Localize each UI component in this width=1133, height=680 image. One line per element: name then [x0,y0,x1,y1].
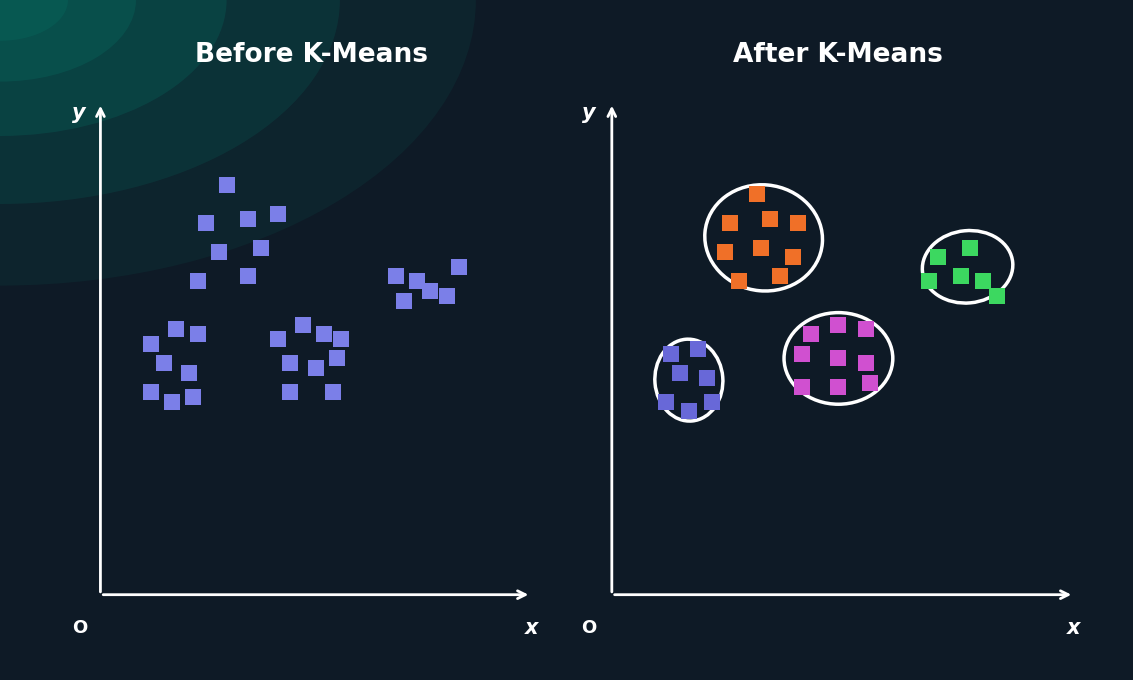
Point [657,396,675,407]
Point [793,382,811,393]
Point [716,247,734,258]
Point [961,242,979,253]
Point [218,180,236,190]
Point [281,358,299,369]
Point [671,367,689,378]
Text: O: O [71,619,87,637]
Point [437,290,455,301]
Point [770,271,789,282]
Point [163,396,181,407]
Point [239,213,257,224]
Point [857,358,875,369]
Point [752,242,770,253]
Point [721,218,739,229]
Text: O: O [581,619,597,637]
Point [281,387,299,398]
Circle shape [0,0,136,82]
Point [748,189,766,200]
Text: x: x [525,618,538,639]
Point [829,382,847,393]
Point [197,218,215,229]
Point [829,319,847,330]
Point [269,208,287,219]
Point [269,334,287,345]
Point [988,290,1006,301]
Point [239,271,257,282]
Circle shape [0,0,340,204]
Point [155,358,173,369]
Text: y: y [73,103,86,122]
Point [188,329,206,340]
Point [395,295,414,306]
Point [450,261,468,272]
Point [793,348,811,359]
Point [802,329,820,340]
Point [761,213,780,224]
Point [784,252,802,262]
Text: Before K-Means: Before K-Means [195,41,428,67]
Circle shape [0,0,476,286]
Point [307,362,325,373]
Point [829,353,847,364]
Point [929,252,947,262]
Point [327,353,346,364]
Point [702,396,721,407]
Text: y: y [582,103,596,122]
Point [185,392,203,403]
Circle shape [0,0,227,136]
Point [662,348,680,359]
Circle shape [0,0,68,41]
Point [789,218,807,229]
Point [861,377,879,388]
Point [730,276,748,287]
Point [408,276,426,287]
Point [920,276,938,287]
Point [295,319,313,330]
Point [315,329,333,340]
Point [142,339,160,350]
Point [857,324,875,335]
Point [324,387,342,398]
Point [952,271,970,282]
Point [180,367,198,378]
Point [210,247,228,258]
Point [168,324,186,335]
Point [680,406,698,417]
Point [974,276,993,287]
Point [332,334,350,345]
Point [420,286,438,296]
Point [252,242,270,253]
Point [188,276,206,287]
Text: x: x [1067,618,1081,639]
Text: After K-Means: After K-Means [733,41,944,67]
Point [142,387,160,398]
Point [387,271,406,282]
Point [689,343,707,354]
Point [698,372,716,383]
